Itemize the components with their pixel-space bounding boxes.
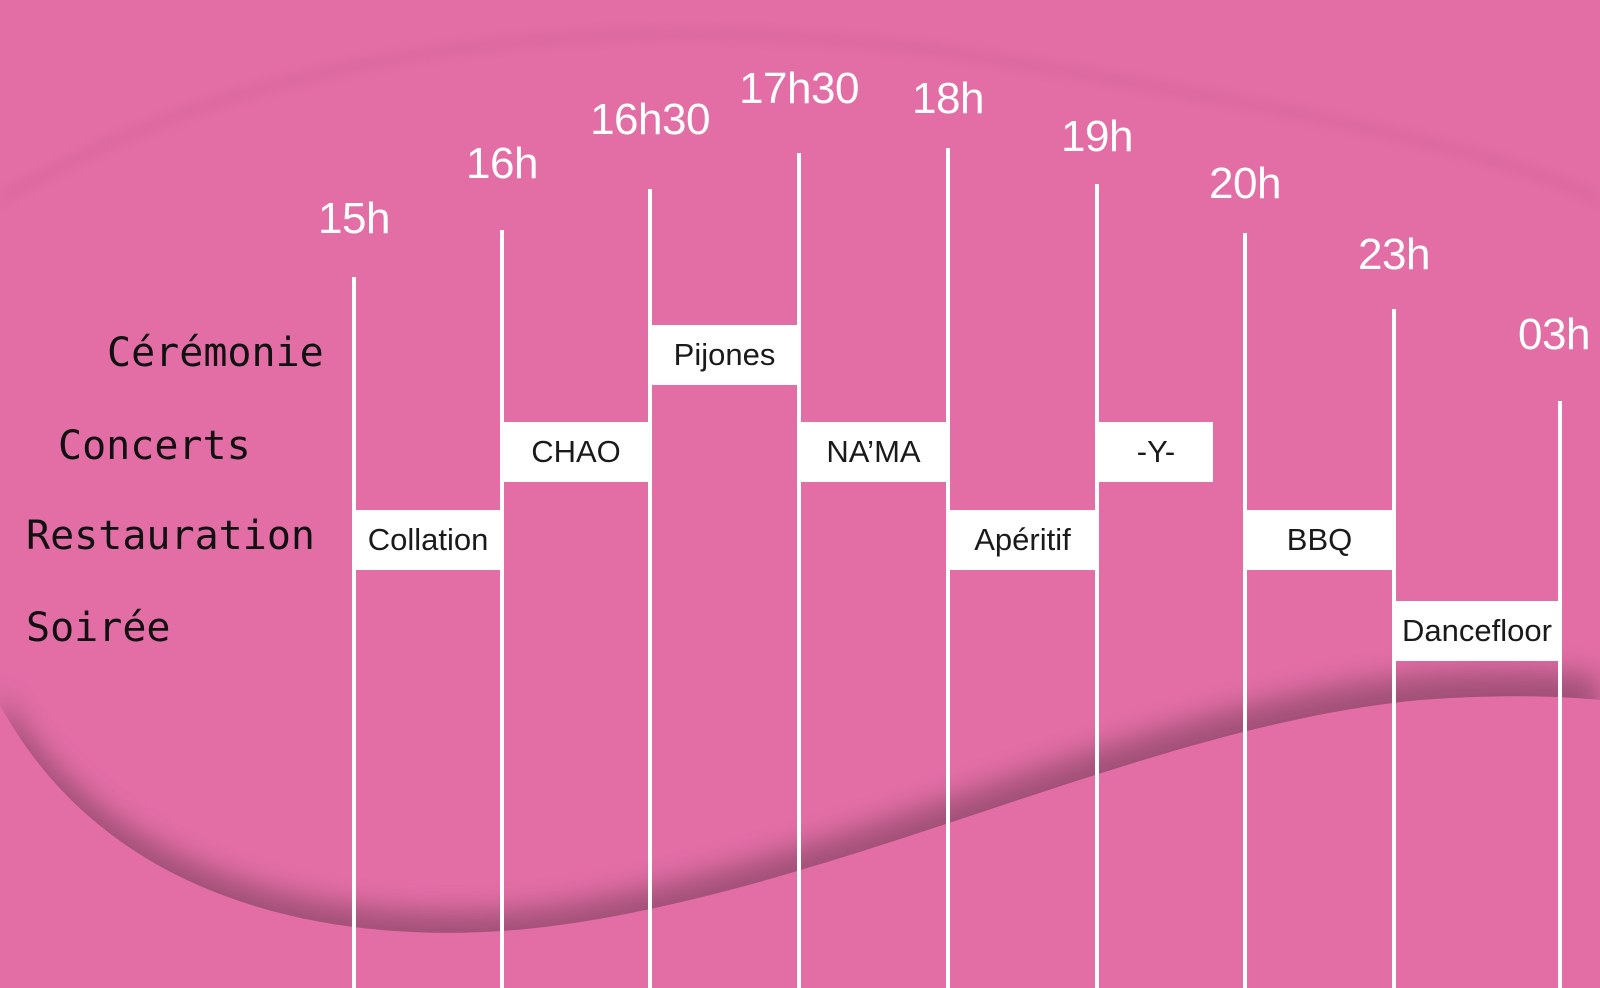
event-pijones: Pijones [652, 325, 797, 385]
event-dancefloor: Dancefloor [1396, 601, 1558, 661]
category-label-ceremonie: Cérémonie [107, 330, 324, 376]
category-label-soiree: Soirée [26, 605, 171, 651]
time-line-16h [500, 230, 504, 988]
time-label-19h: 19h [1061, 112, 1133, 161]
time-line-19h [1095, 184, 1099, 988]
time-label-17h30: 17h30 [739, 64, 859, 113]
event-na-ma: NA’MA [801, 422, 946, 482]
event-aperitif: Apéritif [950, 510, 1095, 570]
time-label-23h: 23h [1358, 230, 1430, 279]
time-line-16h30 [648, 189, 652, 988]
event-y: -Y- [1099, 422, 1213, 482]
time-label-16h30: 16h30 [590, 95, 710, 144]
category-label-concerts: Concerts [58, 423, 251, 469]
time-line-15h [352, 277, 356, 988]
time-label-03h: 03h [1518, 310, 1590, 359]
time-line-17h30 [797, 153, 801, 988]
time-label-16h: 16h [466, 139, 538, 188]
time-line-20h [1243, 233, 1247, 988]
event-chao: CHAO [504, 422, 648, 482]
time-line-23h [1392, 309, 1396, 988]
event-bbq: BBQ [1247, 510, 1392, 570]
time-label-18h: 18h [912, 74, 984, 123]
time-line-18h [946, 148, 950, 988]
time-line-03h [1558, 401, 1562, 988]
category-label-restauration: Restauration [26, 513, 315, 559]
time-label-20h: 20h [1209, 159, 1281, 208]
event-collation: Collation [356, 510, 500, 570]
time-label-15h: 15h [318, 194, 390, 243]
